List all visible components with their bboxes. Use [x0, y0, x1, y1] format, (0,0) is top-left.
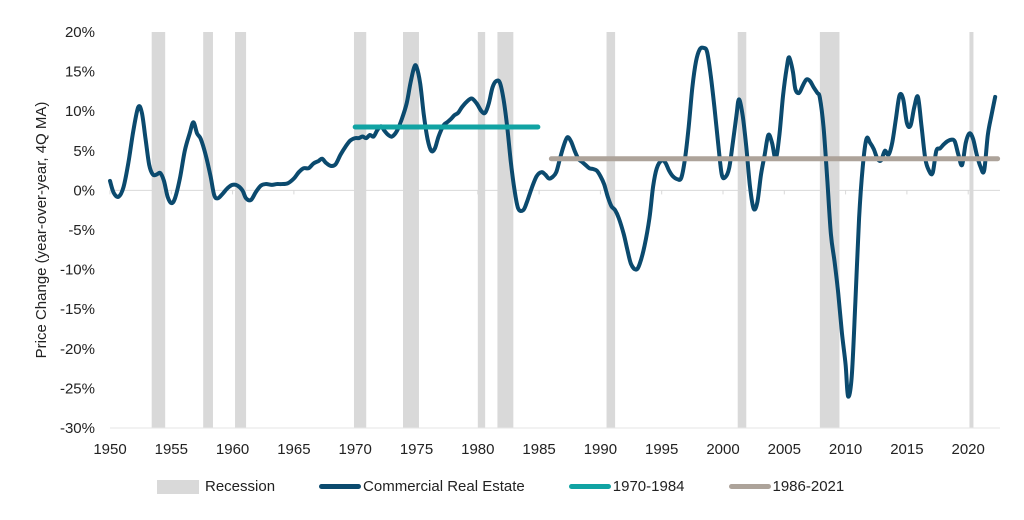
- y-tick-label: -15%: [60, 301, 95, 318]
- y-tick-label: 15%: [65, 64, 95, 81]
- x-tick-label: 2015: [890, 441, 923, 458]
- y-tick-label: -30%: [60, 420, 95, 437]
- legend-label-recession: Recession: [205, 478, 276, 495]
- recession-band: [969, 32, 974, 428]
- y-tick-label: 10%: [65, 103, 95, 120]
- x-tick-label: 1980: [461, 441, 494, 458]
- legend-swatch-1986-2021: [728, 484, 771, 489]
- y-tick-label: -5%: [68, 222, 95, 239]
- x-tick-label: 2000: [706, 441, 739, 458]
- recession-band: [497, 32, 514, 428]
- legend-swatch-commercial-real-estate: [319, 484, 362, 489]
- x-tick-label: 1955: [155, 441, 188, 458]
- x-tick-label: 1990: [584, 441, 617, 458]
- x-tick-label: 1995: [645, 441, 678, 458]
- recession-band: [203, 32, 213, 428]
- y-tick-label: 20%: [65, 24, 95, 41]
- recession-band: [353, 32, 367, 428]
- y-tick-label: -10%: [60, 262, 95, 279]
- recession-band: [235, 32, 247, 428]
- y-tick-label: 0%: [73, 182, 95, 199]
- x-tick-label: 1965: [277, 441, 310, 458]
- y-tick-label: -25%: [60, 380, 95, 397]
- legend: Recession Commercial Real Estate 1970-19…: [157, 478, 888, 495]
- legend-item-1970-1984: 1970-1984: [568, 478, 685, 495]
- y-tick-label: -20%: [60, 341, 95, 358]
- x-tick-label: 1985: [522, 441, 555, 458]
- x-tick-label: 1950: [93, 441, 126, 458]
- x-tick-label: 2005: [768, 441, 801, 458]
- x-tick-label: 1975: [400, 441, 433, 458]
- x-tick-marks: [109, 190, 1000, 429]
- recession-band: [477, 32, 486, 428]
- x-tick-label: 1960: [216, 441, 249, 458]
- legend-item-1986-2021: 1986-2021: [728, 478, 845, 495]
- legend-swatch-1970-1984: [568, 484, 611, 489]
- legend-item-recession: Recession: [157, 478, 275, 495]
- x-tick-label: 1970: [339, 441, 372, 458]
- x-tick-label: 2010: [829, 441, 862, 458]
- recession-band: [403, 32, 419, 428]
- recession-band: [606, 32, 616, 428]
- series-commercial-real-estate-line: [108, 45, 998, 399]
- y-tick-labels: 20% 15% 10% 5% 0% -5% -10% -15% -20% -25% -30%: [60, 24, 95, 437]
- legend-label-1970-1984: 1970-1984: [612, 478, 685, 495]
- series-layer: [108, 45, 1001, 399]
- recession-band: [151, 32, 166, 428]
- legend-label-commercial-real-estate: Commercial Real Estate: [363, 478, 525, 495]
- recession-band: [737, 32, 747, 428]
- legend-item-commercial-real-estate: Commercial Real Estate: [319, 478, 525, 495]
- y-tick-label: 5%: [73, 143, 95, 160]
- y-axis-label: Price Change (year-over-year, 4Q MA): [33, 102, 50, 359]
- x-tick-label: 2020: [952, 441, 985, 458]
- x-tick-labels: 1950 1955 1960 1965 1970 1975 1980 1985 1990 1995…: [93, 441, 985, 458]
- legend-label-1986-2021: 1986-2021: [772, 478, 845, 495]
- recession-bands: [151, 32, 974, 428]
- legend-swatch-recession: [157, 479, 199, 494]
